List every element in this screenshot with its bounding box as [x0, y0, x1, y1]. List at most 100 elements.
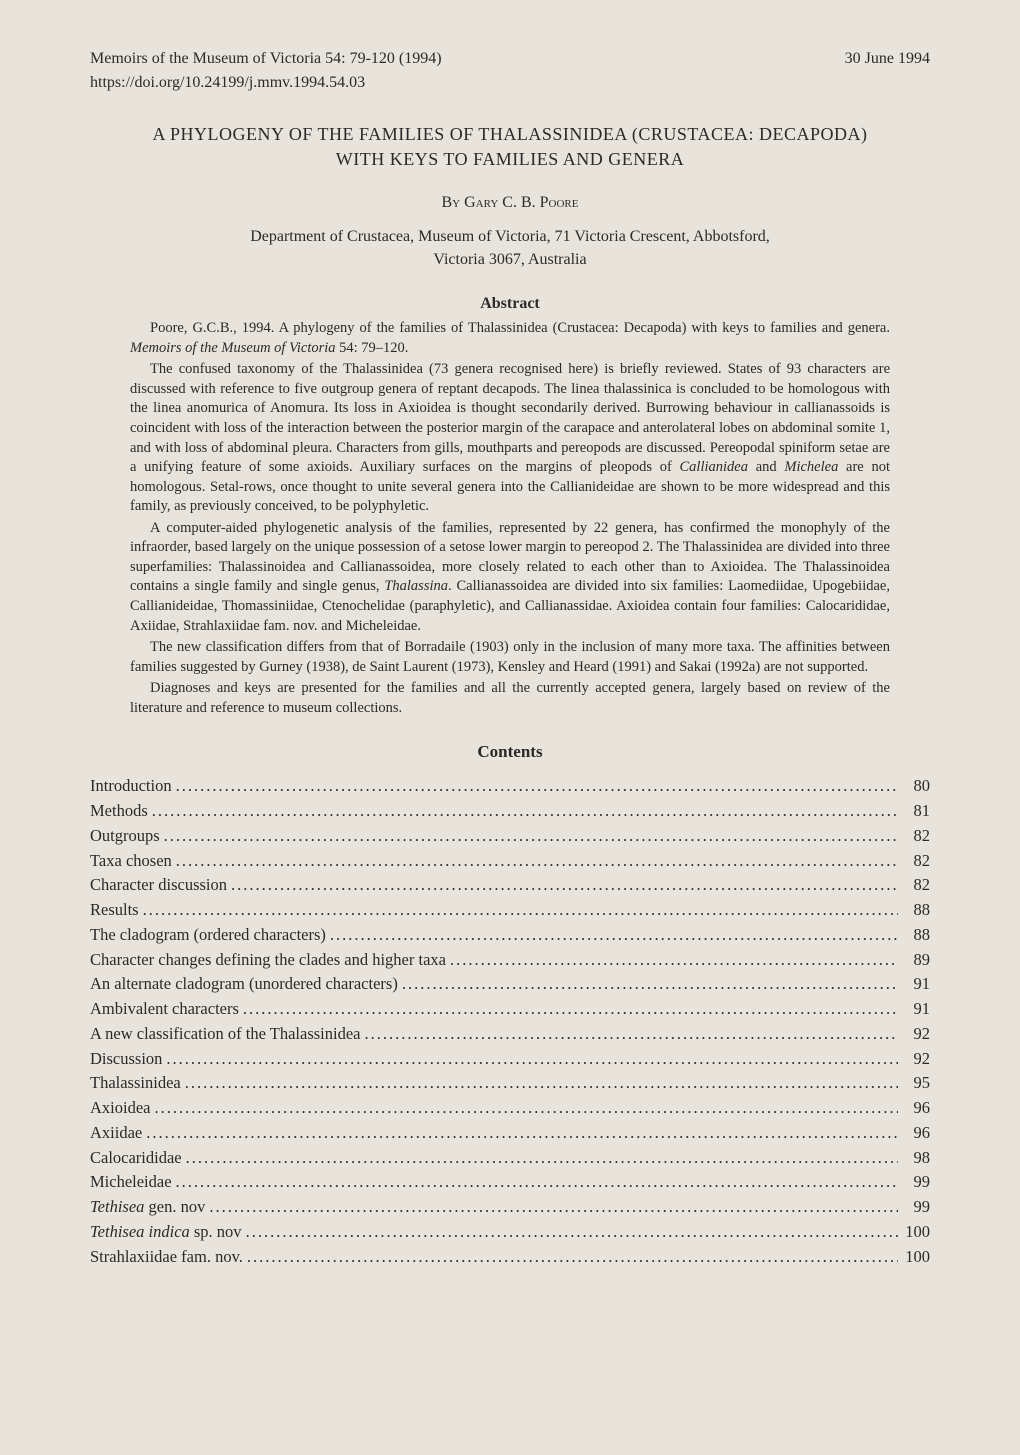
contents-page-number: 100: [898, 1245, 930, 1270]
abstract-p3-genus: Thalassina: [384, 578, 448, 594]
contents-label: Axiidae: [90, 1121, 142, 1146]
publication-date: 30 June 1994: [845, 50, 930, 68]
contents-page-number: 88: [898, 898, 930, 923]
contents-row: Character discussion 82: [90, 873, 930, 898]
abstract-body: Poore, G.C.B., 1994. A phylogeny of the …: [130, 319, 890, 718]
contents-row: Axiidae 96: [90, 1121, 930, 1146]
contents-row: Tethisea indica sp. nov 100: [90, 1220, 930, 1245]
author-line: By Gary C. B. Poore: [90, 194, 930, 212]
contents-leader-dots: [446, 948, 898, 973]
abstract-p1-c: 54: 79–120.: [336, 340, 409, 356]
contents-leader-dots: [398, 972, 898, 997]
contents-page-number: 92: [898, 1047, 930, 1072]
contents-row: Tethisea gen. nov 99: [90, 1195, 930, 1220]
contents-leader-dots: [142, 1121, 898, 1146]
contents-label: An alternate cladogram (unordered charac…: [90, 972, 398, 997]
contents-label: Ambivalent characters: [90, 997, 239, 1022]
contents-label: Methods: [90, 799, 148, 824]
contents-row: Methods 81: [90, 799, 930, 824]
contents-page-number: 80: [898, 774, 930, 799]
title-line-1: A PHYLOGENY OF THE FAMILIES OF THALASSIN…: [153, 124, 868, 144]
contents-label: Character discussion: [90, 873, 227, 898]
contents-page-number: 88: [898, 923, 930, 948]
contents-page-number: 95: [898, 1071, 930, 1096]
abstract-para-4: The new classification differs from that…: [130, 638, 890, 677]
contents-heading: Contents: [90, 742, 930, 762]
abstract-p1-a: Poore, G.C.B., 1994. A phylogeny of the …: [150, 320, 890, 336]
contents-leader-dots: [162, 1047, 898, 1072]
contents-row: An alternate cladogram (unordered charac…: [90, 972, 930, 997]
contents-list: Introduction 80 Methods 81 Outgroups 82Taxa c…: [90, 774, 930, 1269]
contents-page-number: 99: [898, 1170, 930, 1195]
contents-row: Calocarididae98: [90, 1146, 930, 1171]
author-prefix: By: [442, 194, 465, 211]
contents-leader-dots: [205, 1195, 898, 1220]
contents-page-number: 81: [898, 799, 930, 824]
abstract-p2-c: and: [748, 459, 784, 475]
contents-leader-dots: [172, 774, 898, 799]
contents-label: Tethisea indica sp. nov: [90, 1220, 242, 1245]
contents-page-number: 91: [898, 972, 930, 997]
contents-row: Thalassinidea 95: [90, 1071, 930, 1096]
contents-label: Character changes defining the clades an…: [90, 948, 446, 973]
contents-label: Micheleidae: [90, 1170, 172, 1195]
contents-row: Results 88: [90, 898, 930, 923]
contents-leader-dots: [239, 997, 898, 1022]
affiliation: Department of Crustacea, Museum of Victo…: [90, 226, 930, 271]
contents-leader-dots: [160, 824, 898, 849]
contents-page-number: 82: [898, 824, 930, 849]
contents-page-number: 98: [898, 1146, 930, 1171]
contents-row: Discussion 92: [90, 1047, 930, 1072]
contents-page-number: 89: [898, 948, 930, 973]
abstract-p2-genus2: Michelea: [784, 459, 838, 475]
contents-page-number: 96: [898, 1121, 930, 1146]
contents-page-number: 100: [898, 1220, 930, 1245]
contents-label: Introduction: [90, 774, 172, 799]
affiliation-line-2: Victoria 3067, Australia: [433, 251, 586, 268]
contents-row: Axioidea96: [90, 1096, 930, 1121]
abstract-citation-para: Poore, G.C.B., 1994. A phylogeny of the …: [130, 319, 890, 358]
abstract-p1-journal: Memoirs of the Museum of Victoria: [130, 340, 336, 356]
contents-page-number: 99: [898, 1195, 930, 1220]
contents-leader-dots: [181, 1071, 898, 1096]
contents-leader-dots: [242, 1220, 898, 1245]
contents-label: Outgroups: [90, 824, 160, 849]
contents-page-number: 82: [898, 849, 930, 874]
contents-row: Taxa chosen82: [90, 849, 930, 874]
contents-leader-dots: [139, 898, 898, 923]
contents-leader-dots: [172, 1170, 898, 1195]
contents-leader-dots: [150, 1096, 898, 1121]
paper-title: A PHYLOGENY OF THE FAMILIES OF THALASSIN…: [90, 122, 930, 172]
journal-citation: Memoirs of the Museum of Victoria 54: 79…: [90, 50, 442, 68]
contents-label: Tethisea gen. nov: [90, 1195, 205, 1220]
title-line-2: WITH KEYS TO FAMILIES AND GENERA: [336, 149, 685, 169]
contents-row: Character changes defining the clades an…: [90, 948, 930, 973]
contents-label: Axioidea: [90, 1096, 150, 1121]
abstract-para-5: Diagnoses and keys are presented for the…: [130, 679, 890, 718]
contents-leader-dots: [148, 799, 898, 824]
contents-row: Introduction 80: [90, 774, 930, 799]
contents-leader-dots: [243, 1245, 898, 1270]
contents-leader-dots: [172, 849, 898, 874]
contents-label: The cladogram (ordered characters): [90, 923, 326, 948]
contents-page-number: 91: [898, 997, 930, 1022]
abstract-p2-genus1: Callianidea: [680, 459, 748, 475]
contents-row: Micheleidae 99: [90, 1170, 930, 1195]
abstract-para-3: A computer-aided phylogenetic analysis o…: [130, 519, 890, 636]
contents-label: Thalassinidea: [90, 1071, 181, 1096]
doi-link: https://doi.org/10.24199/j.mmv.1994.54.0…: [90, 74, 930, 92]
contents-page-number: 92: [898, 1022, 930, 1047]
author-name: Gary C. B. Poore: [464, 194, 578, 211]
affiliation-line-1: Department of Crustacea, Museum of Victo…: [250, 228, 770, 245]
contents-row: Ambivalent characters 91: [90, 997, 930, 1022]
contents-row: A new classification of the Thalassinide…: [90, 1022, 930, 1047]
contents-label: Discussion: [90, 1047, 162, 1072]
abstract-para-2: The confused taxonomy of the Thalassinid…: [130, 360, 890, 517]
contents-leader-dots: [361, 1022, 899, 1047]
contents-label: Results: [90, 898, 139, 923]
contents-leader-dots: [227, 873, 898, 898]
abstract-heading: Abstract: [90, 295, 930, 313]
contents-label: Strahlaxiidae fam. nov.: [90, 1245, 243, 1270]
contents-row: Strahlaxiidae fam. nov. 100: [90, 1245, 930, 1270]
contents-page-number: 82: [898, 873, 930, 898]
